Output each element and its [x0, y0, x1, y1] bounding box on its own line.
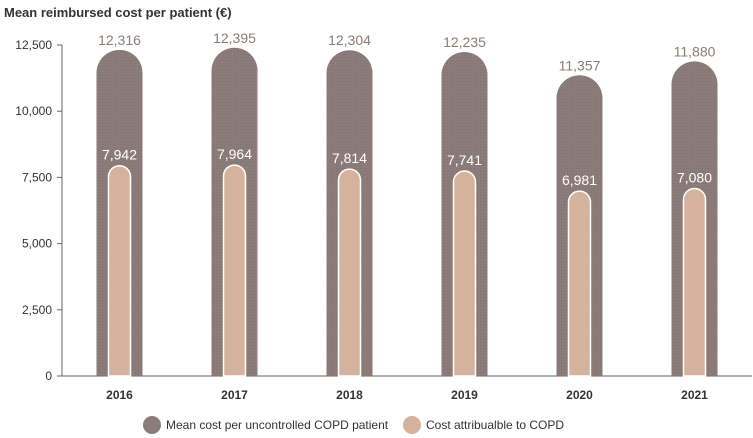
legend-marker	[143, 416, 161, 434]
bar-attributable-cost	[107, 165, 132, 377]
x-tick-label: 2020	[566, 388, 593, 402]
x-tick-label: 2018	[336, 388, 363, 402]
data-label-mean-cost: 12,235	[443, 34, 486, 50]
y-tick-label: 12,500	[15, 38, 52, 52]
y-tick-label: 2,500	[22, 303, 52, 317]
y-tick-label: 0	[45, 369, 52, 383]
x-tick-label: 2017	[221, 388, 248, 402]
data-label-mean-cost: 11,880	[674, 43, 716, 59]
legend-label: Mean cost per uncontrolled COPD patient	[166, 418, 389, 432]
data-label-attributable-cost: 7,964	[217, 146, 252, 162]
x-axis: 2016 2017 2018 2019 2020 2021	[62, 375, 752, 402]
bar-attributable-cost	[682, 187, 707, 377]
y-tick-label: 10,000	[15, 104, 52, 118]
data-label-mean-cost: 12,304	[328, 32, 371, 48]
data-label-mean-cost: 11,357	[559, 57, 601, 73]
x-tick-label: 2019	[451, 388, 478, 402]
bar-attributable-cost	[222, 164, 247, 377]
data-labels: 12,316 7,942 12,395 7,964 12,304 7,814 12,235 7…	[98, 30, 716, 188]
x-tick-label: 2021	[681, 388, 708, 402]
bar-attributable-cost	[337, 168, 362, 377]
bar-attributable-cost	[452, 170, 477, 377]
legend: Mean cost per uncontrolled COPD patient C…	[143, 416, 564, 434]
y-tick-label: 5,000	[22, 237, 52, 251]
legend-label: Cost attribualble to COPD	[426, 418, 564, 432]
data-label-attributable-cost: 7,942	[102, 147, 137, 163]
data-label-mean-cost: 12,395	[213, 30, 256, 46]
data-label-attributable-cost: 7,080	[677, 170, 712, 186]
series-attributable-cost	[107, 164, 707, 377]
data-label-mean-cost: 12,316	[98, 32, 141, 48]
data-label-attributable-cost: 7,741	[447, 152, 482, 168]
chart-title: Mean reimbursed cost per patient (€)	[4, 5, 232, 20]
bar-attributable-cost	[567, 190, 592, 377]
legend-marker	[403, 416, 421, 434]
x-tick-label: 2016	[106, 388, 133, 402]
series-mean-cost	[96, 47, 718, 377]
y-tick-label: 7,500	[22, 170, 52, 184]
data-label-attributable-cost: 6,981	[562, 172, 597, 188]
data-label-attributable-cost: 7,814	[332, 150, 367, 166]
y-axis: 0 2,500 5,000 7,500 10,000 12,500	[15, 38, 63, 383]
